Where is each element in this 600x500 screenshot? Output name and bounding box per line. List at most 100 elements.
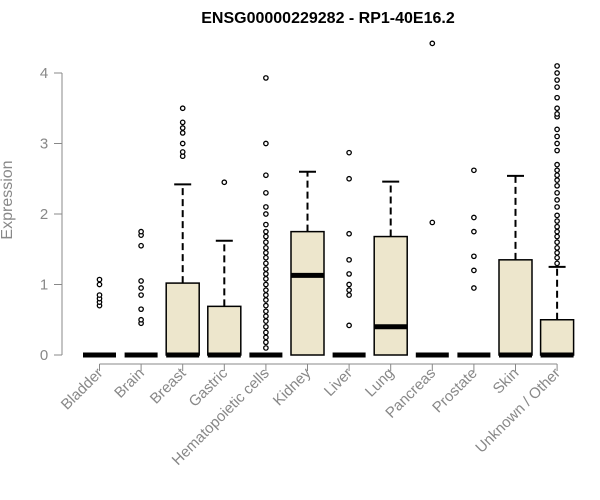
outlier-point bbox=[179, 105, 186, 112]
outlier-point bbox=[221, 179, 228, 186]
outlier-point bbox=[263, 221, 269, 228]
outlier-point bbox=[263, 345, 269, 351]
outlier-point bbox=[429, 40, 436, 47]
outlier-point bbox=[429, 219, 436, 226]
outlier-point bbox=[263, 75, 269, 81]
outlier-point bbox=[138, 278, 144, 284]
outlier-point bbox=[263, 281, 269, 288]
outlier-point bbox=[554, 126, 560, 133]
outlier-point bbox=[471, 167, 477, 174]
outlier-point bbox=[263, 297, 269, 303]
box-lung bbox=[373, 180, 408, 356]
box-hematopoietic-cells bbox=[249, 75, 283, 358]
outlier-point bbox=[346, 281, 352, 288]
chart-title: ENSG00000229282 - RP1-40E16.2 bbox=[201, 10, 455, 27]
outlier-point bbox=[554, 161, 560, 168]
outlier-point bbox=[263, 204, 269, 210]
box-bladder bbox=[83, 276, 116, 358]
outlier-point bbox=[138, 306, 144, 313]
y-axis-label: Expression bbox=[0, 160, 16, 239]
box-body bbox=[373, 235, 408, 356]
outlier-point bbox=[263, 334, 269, 341]
box-kidney bbox=[290, 170, 325, 356]
outlier-point bbox=[263, 292, 269, 298]
outlier-point bbox=[346, 322, 352, 329]
outlier-point bbox=[263, 140, 269, 147]
box-breast bbox=[165, 105, 200, 358]
box-gastric bbox=[207, 179, 242, 358]
outlier-point bbox=[179, 125, 186, 131]
outlier-point bbox=[554, 77, 560, 83]
outlier-point bbox=[554, 94, 560, 101]
outlier-point bbox=[346, 149, 352, 156]
outlier-point bbox=[554, 239, 560, 246]
box-body bbox=[290, 230, 325, 356]
outlier-point bbox=[263, 308, 269, 315]
outlier-point bbox=[554, 260, 560, 267]
outlier-point bbox=[554, 204, 560, 210]
outlier-point bbox=[554, 147, 560, 154]
outlier-point bbox=[263, 329, 269, 336]
outlier-point bbox=[263, 339, 269, 346]
x-tick-label: Kidney bbox=[270, 364, 315, 409]
outlier-point bbox=[554, 105, 560, 112]
outlier-point bbox=[471, 253, 477, 260]
outlier-point bbox=[138, 242, 144, 249]
outlier-point bbox=[263, 254, 269, 261]
outlier-point bbox=[554, 249, 560, 256]
outlier-point bbox=[263, 313, 269, 320]
box-body bbox=[498, 259, 533, 356]
outlier-point bbox=[263, 228, 269, 235]
outlier-point bbox=[554, 140, 560, 147]
outlier-point bbox=[263, 233, 269, 240]
outlier-point bbox=[96, 292, 103, 298]
outlier-point bbox=[554, 218, 560, 224]
outlier-point bbox=[179, 119, 186, 126]
outlier-point bbox=[263, 239, 269, 246]
outlier-point bbox=[554, 212, 560, 219]
outlier-point bbox=[346, 230, 352, 237]
outlier-point bbox=[138, 292, 144, 298]
outlier-point bbox=[554, 167, 560, 174]
outlier-point bbox=[554, 133, 560, 140]
outlier-point bbox=[263, 172, 269, 179]
y-tick-label: 0 bbox=[40, 347, 48, 364]
x-tick-label: Bladder bbox=[58, 365, 107, 414]
outlier-point bbox=[179, 130, 186, 136]
y-tick-label: 1 bbox=[40, 277, 48, 294]
outlier-point bbox=[263, 323, 269, 330]
box-prostate bbox=[457, 167, 491, 358]
outlier-point bbox=[346, 271, 352, 277]
outlier-point bbox=[554, 233, 560, 240]
outlier-point bbox=[263, 276, 269, 282]
outlier-point bbox=[263, 190, 269, 196]
outlier-point bbox=[471, 285, 477, 291]
outlier-point bbox=[263, 287, 269, 293]
x-tick-label: Liver bbox=[321, 365, 356, 400]
box-body bbox=[207, 305, 242, 356]
y-tick-label: 2 bbox=[40, 206, 48, 223]
box-unknown-other bbox=[539, 63, 575, 358]
outlier-point bbox=[554, 177, 560, 184]
x-tick-label: Lung bbox=[362, 365, 398, 401]
outlier-point bbox=[138, 285, 144, 291]
outlier-point bbox=[263, 211, 269, 217]
x-tick-label: Prostate bbox=[429, 365, 481, 417]
outlier-point bbox=[554, 228, 560, 235]
plot-area bbox=[83, 40, 575, 358]
outlier-point bbox=[96, 281, 103, 288]
outlier-point bbox=[346, 287, 352, 293]
outlier-point bbox=[554, 190, 560, 196]
y-axis: 0 1 2 3 4 bbox=[40, 65, 63, 364]
outlier-point bbox=[179, 149, 186, 155]
box-brain bbox=[124, 228, 158, 358]
outlier-point bbox=[138, 228, 144, 235]
outlier-point bbox=[471, 267, 477, 274]
outlier-point bbox=[346, 175, 352, 182]
y-tick-label: 3 bbox=[40, 136, 48, 153]
outlier-point bbox=[554, 111, 560, 117]
outlier-point bbox=[263, 249, 269, 256]
outlier-point bbox=[554, 182, 560, 189]
